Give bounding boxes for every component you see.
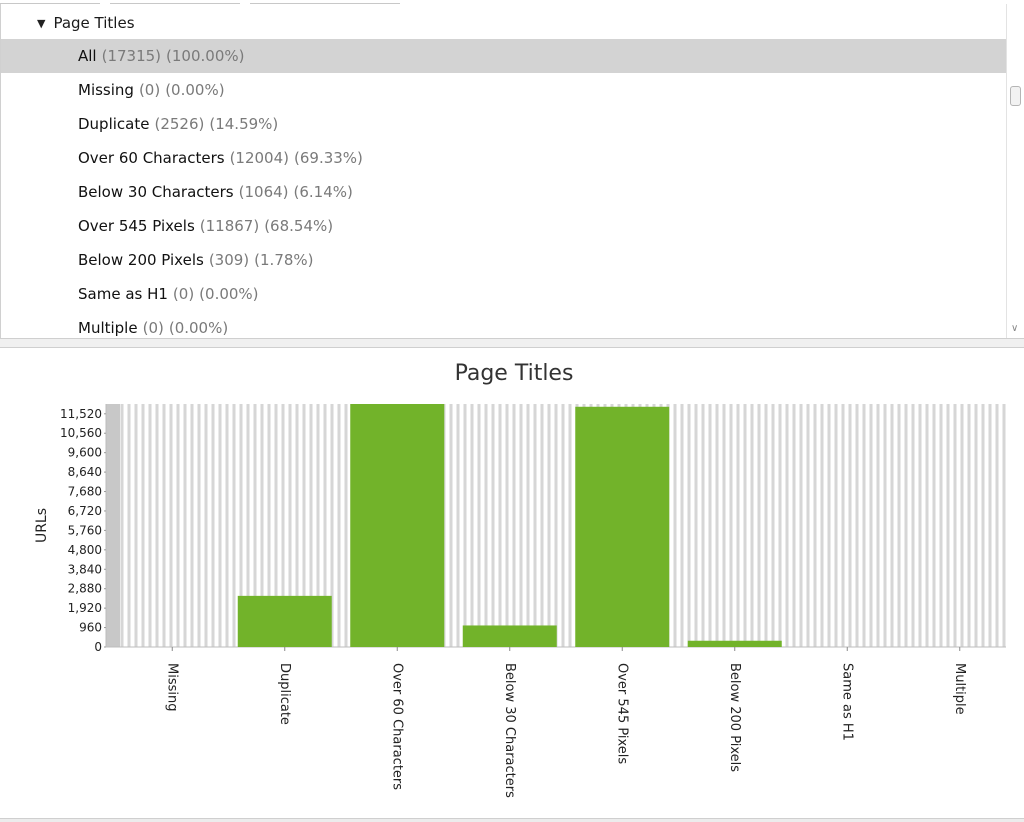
y-axis-label: URLs xyxy=(34,508,50,543)
y-tick-label: 7,680 xyxy=(68,485,102,499)
tree-row[interactable]: Below 200 Pixels (309) (1.78%) xyxy=(1,243,1007,277)
x-tick-label: Same as H1 xyxy=(839,663,854,741)
tree-row-label: Multiple xyxy=(78,319,138,337)
tree-row-label: Duplicate xyxy=(78,115,150,133)
tree-row-count: (11867) xyxy=(199,217,260,235)
y-tick-label: 9,600 xyxy=(68,446,102,460)
tree-row[interactable]: Same as H1 (0) (0.00%) xyxy=(1,277,1007,311)
overview-tree-panel: ▼ Page Titles All (17315) (100.00%) Missing… xyxy=(0,4,1024,338)
bar xyxy=(237,595,332,647)
vertical-scrollbar[interactable]: ∨ xyxy=(1006,4,1024,338)
tree-row-label: All xyxy=(78,47,97,65)
tree-row-count: (2526) xyxy=(154,115,205,133)
y-tick-label: 6,720 xyxy=(68,504,102,518)
tree-row-label: Over 60 Characters xyxy=(78,149,225,167)
x-tick-label: Multiple xyxy=(952,663,967,715)
tree-row-percent: (0.00%) xyxy=(199,285,259,303)
x-tick-label: Missing xyxy=(164,663,179,711)
tab-edge xyxy=(250,0,400,4)
bar xyxy=(687,640,782,647)
y-tick-label: 1,920 xyxy=(68,601,102,615)
tree-row[interactable]: Missing (0) (0.00%) xyxy=(1,73,1007,107)
y-tick-label: 10,560 xyxy=(60,426,102,440)
y-tick-label: 3,840 xyxy=(68,562,102,576)
bar xyxy=(462,625,557,647)
tree-row-percent: (69.33%) xyxy=(294,149,363,167)
x-tick-label: Over 60 Characters xyxy=(389,663,404,790)
x-tick-label: Below 200 Pixels xyxy=(727,663,742,772)
tree-row-count: (0) xyxy=(172,285,195,303)
tree-row-percent: (14.59%) xyxy=(209,115,279,133)
tree-row-count: (0) xyxy=(138,81,161,99)
bar xyxy=(350,404,445,647)
tree-row-percent: (68.54%) xyxy=(264,217,334,235)
tree-list: All (17315) (100.00%) Missing (0) (0.00%) Dupl… xyxy=(1,39,1007,338)
tree-row-count: (0) xyxy=(142,319,164,337)
y-tick-label: 960 xyxy=(79,621,102,635)
tree-row-percent: (6.14%) xyxy=(293,183,353,201)
tree-row-label: Missing xyxy=(78,81,134,99)
chart-title: Page Titles xyxy=(455,361,574,386)
y-tick-label: 11,520 xyxy=(60,407,102,421)
tree-row-label: Below 30 Characters xyxy=(78,183,234,201)
tree-row-label: Same as H1 xyxy=(78,285,168,303)
tree-group-page-titles[interactable]: ▼ Page Titles xyxy=(37,12,135,34)
tree-row-count: (17315) xyxy=(101,47,162,65)
tree-row-label: Below 200 Pixels xyxy=(78,251,204,269)
x-tick-label: Duplicate xyxy=(277,663,292,725)
tree-row-count: (1064) xyxy=(238,183,289,201)
tab-edge xyxy=(0,0,100,4)
top-tab-strip xyxy=(0,0,1024,4)
tab-edge xyxy=(110,0,240,4)
chart-panel: Page Titles 0 960 1,920 2,880 3,840 4,800 5,760… xyxy=(0,348,1024,822)
tree-row-label: Over 545 Pixels xyxy=(78,217,195,235)
bottom-border xyxy=(0,818,1024,822)
plot-left-band xyxy=(106,404,120,647)
bar xyxy=(575,406,670,647)
x-tick-label: Over 545 Pixels xyxy=(614,663,629,764)
y-tick-label: 8,640 xyxy=(68,465,102,479)
tree-row[interactable]: Over 545 Pixels (11867) (68.54%) xyxy=(1,209,1007,243)
tree-row-percent: (0.00%) xyxy=(165,81,225,99)
collapse-triangle-icon[interactable]: ▼ xyxy=(37,16,46,30)
tree-row-percent: (1.78%) xyxy=(254,251,314,269)
tree-row[interactable]: Multiple (0) (0.00%) xyxy=(1,311,1007,338)
y-tick-label: 2,880 xyxy=(68,582,102,596)
scrollbar-thumb[interactable] xyxy=(1010,86,1021,106)
tree-row[interactable]: Over 60 Characters (12004) (69.33%) xyxy=(1,141,1007,175)
tree-row-percent: (100.00%) xyxy=(166,47,245,65)
bar-chart: Page Titles 0 960 1,920 2,880 3,840 4,800 5,760… xyxy=(34,361,1006,798)
pane-splitter[interactable] xyxy=(0,338,1024,348)
x-tick-label: Below 30 Characters xyxy=(502,663,517,798)
tree-row-count: (309) xyxy=(208,251,250,269)
tree-row-percent: (0.00%) xyxy=(168,319,229,337)
y-tick-label: 4,800 xyxy=(68,543,102,557)
tree-row[interactable]: Duplicate (2526) (14.59%) xyxy=(1,107,1007,141)
tree-row[interactable]: Below 30 Characters (1064) (6.14%) xyxy=(1,175,1007,209)
tree-row[interactable]: All (17315) (100.00%) xyxy=(1,39,1007,73)
scroll-down-arrow-icon[interactable]: ∨ xyxy=(1011,323,1019,334)
y-tick-label: 0 xyxy=(94,640,102,654)
tree-group-label: Page Titles xyxy=(53,14,135,32)
tree-row-count: (12004) xyxy=(229,149,289,167)
y-tick-label: 5,760 xyxy=(68,523,102,537)
